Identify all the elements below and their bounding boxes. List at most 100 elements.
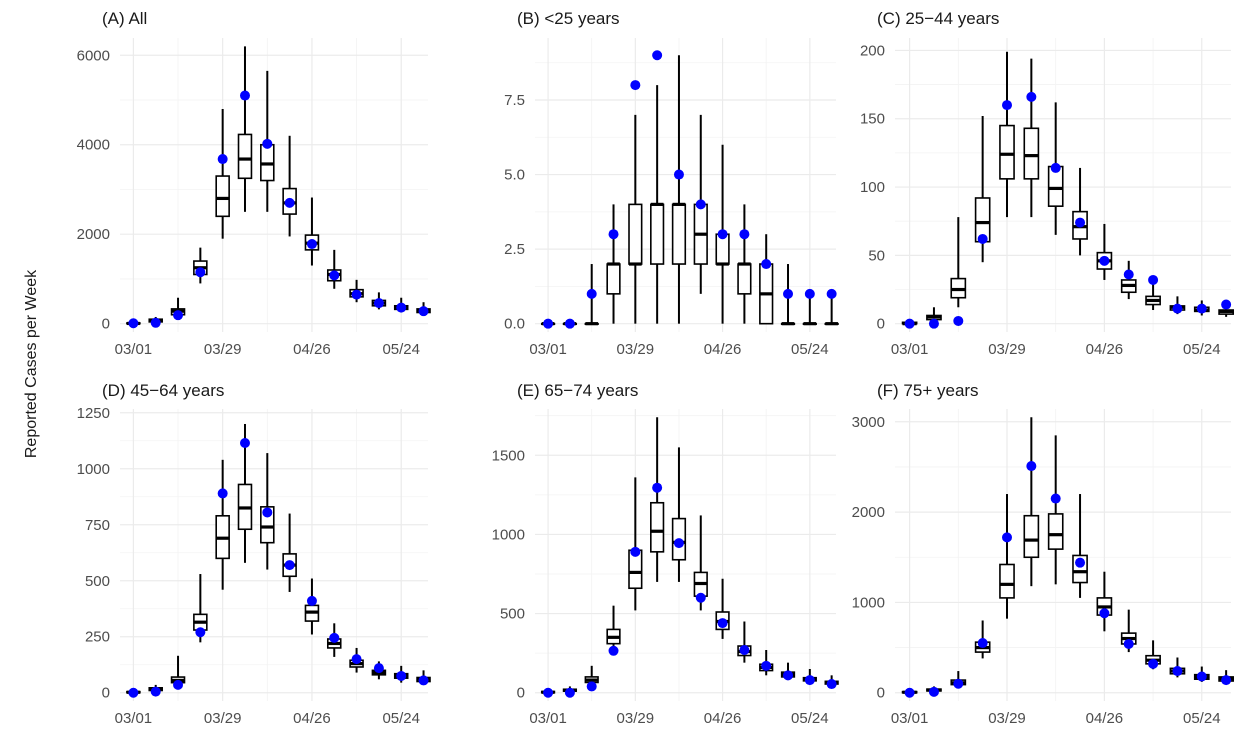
observed-point-04/12 xyxy=(262,138,273,149)
x-tick-label: 05/24 xyxy=(791,341,829,358)
x-tick-label: 03/01 xyxy=(115,341,153,358)
observed-point-05/24 xyxy=(1196,671,1207,682)
x-tick-label: 03/29 xyxy=(617,341,655,358)
y-tick-label: 0 xyxy=(877,316,885,333)
observed-point-04/12 xyxy=(673,538,684,549)
observed-point-03/08 xyxy=(564,318,575,329)
panel-c: 0 50 100 150 200 03/01 03/29 04/26 05/24 (C) 25−4… xyxy=(860,9,1234,358)
x-tick-label: 03/29 xyxy=(617,710,655,727)
panel-d: 0 250 500 750 1000 1250 03/01 03/29 04/26 05/24 (D… xyxy=(77,381,431,727)
x-tick-label: 03/29 xyxy=(988,341,1026,358)
y-tick-label: 2.5 xyxy=(504,241,525,258)
box-iqr xyxy=(999,563,1015,599)
boxplot-04/26 xyxy=(715,578,730,639)
boxplot-04/26 xyxy=(1096,223,1113,280)
boxplot-04/12 xyxy=(260,70,275,212)
observed-point-04/19 xyxy=(695,592,706,603)
y-tick-label: 1000 xyxy=(852,594,885,611)
y-tick-label: 4000 xyxy=(77,137,110,154)
observed-point-05/10 xyxy=(761,660,772,671)
observed-point-05/10 xyxy=(1148,274,1159,285)
observed-point-03/08 xyxy=(564,687,575,698)
boxplot-05/03 xyxy=(737,204,752,324)
y-tick-label: 2000 xyxy=(77,226,110,243)
observed-point-05/31 xyxy=(1221,299,1232,310)
boxplot-04/19 xyxy=(1072,167,1088,256)
boxplot-03/15 xyxy=(950,217,967,308)
boxplot-03/29 xyxy=(215,108,230,239)
observed-point-04/19 xyxy=(284,197,295,208)
observed-point-05/03 xyxy=(1123,638,1134,649)
observed-point-04/12 xyxy=(1050,493,1061,504)
y-tick-label: 0 xyxy=(517,685,525,702)
x-tick-label: 04/26 xyxy=(1086,341,1124,358)
observed-point-03/08 xyxy=(928,686,939,697)
x-tick-label: 03/29 xyxy=(204,341,242,358)
boxplot-04/12 xyxy=(671,447,687,582)
observed-point-05/24 xyxy=(396,302,407,313)
observed-point-05/31 xyxy=(418,675,429,686)
observed-point-03/22 xyxy=(195,627,206,638)
boxplot-04/12 xyxy=(1047,435,1064,585)
boxplot-04/26 xyxy=(304,197,320,266)
observed-point-05/31 xyxy=(826,288,837,299)
boxplot-04/12 xyxy=(671,55,687,324)
observed-point-04/12 xyxy=(673,169,684,180)
observed-point-05/10 xyxy=(761,259,772,270)
y-tick-label: 3000 xyxy=(852,414,885,431)
observed-point-05/03 xyxy=(739,229,750,240)
y-tick-label: 1000 xyxy=(492,526,525,543)
observed-point-03/29 xyxy=(1002,532,1012,543)
boxplot-03/22 xyxy=(606,204,621,324)
observed-point-03/01 xyxy=(543,318,554,329)
observed-point-03/15 xyxy=(173,310,184,321)
observed-point-03/15 xyxy=(586,288,597,299)
y-tick-label: 1250 xyxy=(77,405,110,422)
y-tick-label: 750 xyxy=(85,517,110,534)
observed-point-04/05 xyxy=(652,50,663,61)
observed-point-03/15 xyxy=(953,315,964,326)
box-iqr xyxy=(650,203,665,265)
y-tick-label: 0 xyxy=(102,316,110,333)
observed-point-04/26 xyxy=(1099,608,1110,619)
boxplot-04/26 xyxy=(304,578,320,635)
box-iqr xyxy=(737,263,752,295)
boxplot-05/10 xyxy=(1145,282,1161,311)
x-tick-label: 03/29 xyxy=(988,710,1026,727)
observed-point-03/01 xyxy=(904,318,915,329)
observed-point-03/22 xyxy=(977,638,988,649)
observed-point-03/15 xyxy=(586,681,597,692)
x-tick-label: 04/26 xyxy=(293,341,331,358)
observed-point-04/26 xyxy=(717,618,728,629)
x-tick-label: 05/24 xyxy=(791,710,829,727)
observed-point-05/10 xyxy=(1148,658,1159,669)
panel-b: 0.0 2.5 5.0 7.5 03/01 03/29 04/26 05/24 (B) <25 … xyxy=(504,9,839,358)
observed-point-04/26 xyxy=(306,595,317,606)
boxplot-04/05 xyxy=(237,46,253,212)
observed-point-05/24 xyxy=(804,675,815,686)
y-tick-label: 500 xyxy=(500,606,525,623)
panel-e: 0 500 1000 1500 03/01 03/29 04/26 05/24 (E) 65−7… xyxy=(492,381,839,727)
observed-point-04/19 xyxy=(695,199,706,210)
panel-title: (A) All xyxy=(102,9,147,28)
box-iqr xyxy=(628,203,643,265)
observed-point-05/17 xyxy=(1172,303,1183,314)
boxplot-04/05 xyxy=(650,417,665,582)
y-tick-label: 1000 xyxy=(77,461,110,478)
panel-title: (B) <25 years xyxy=(517,9,620,28)
observed-point-04/05 xyxy=(239,438,250,449)
observed-point-03/01 xyxy=(128,687,139,698)
box-iqr xyxy=(606,263,621,295)
observed-point-04/12 xyxy=(1050,162,1061,173)
box-iqr xyxy=(650,501,665,553)
boxplot-05/10 xyxy=(759,234,774,325)
observed-point-05/31 xyxy=(418,306,429,317)
y-tick-label: 500 xyxy=(85,573,110,590)
observed-point-03/29 xyxy=(217,154,228,165)
observed-point-03/15 xyxy=(953,678,964,689)
x-tick-label: 04/26 xyxy=(704,341,742,358)
boxplot-03/29 xyxy=(215,459,230,590)
x-tick-label: 03/01 xyxy=(891,710,929,727)
observed-point-05/10 xyxy=(351,654,362,665)
